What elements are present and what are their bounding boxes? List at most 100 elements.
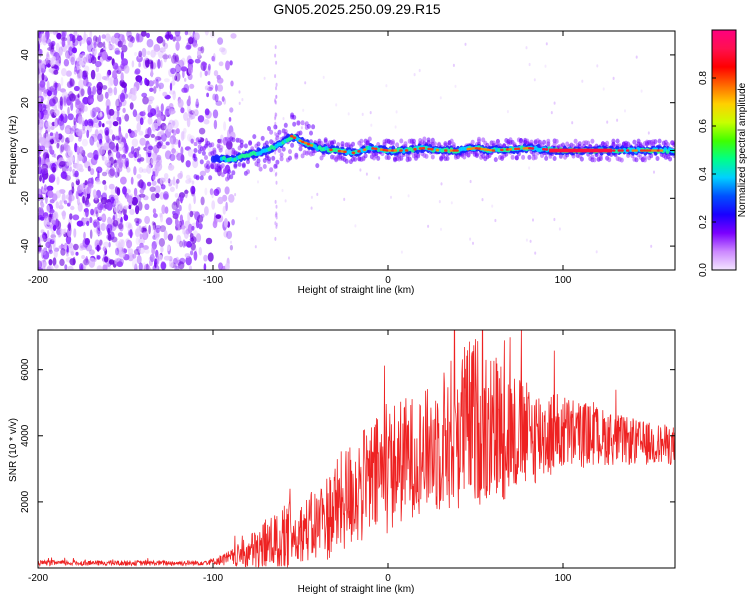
signal-peak (505, 148, 510, 151)
signal-peak (488, 148, 493, 152)
noise-blob (75, 128, 83, 137)
noise-blob (153, 86, 157, 94)
signal-halo (552, 156, 557, 161)
noise-blob (41, 72, 45, 81)
noise-blob (131, 138, 139, 148)
noise-blob (134, 68, 141, 75)
noise-blob (147, 99, 153, 105)
noise-blob (64, 264, 68, 270)
noise-blob (129, 102, 134, 110)
signal-peak (292, 136, 297, 139)
noise-blob (46, 264, 54, 270)
noise-blob (48, 259, 53, 266)
noise-blob (222, 205, 226, 215)
noise-blob (169, 137, 174, 145)
noise-blob (70, 251, 75, 256)
signal-halo (340, 141, 345, 147)
noise-blob (146, 38, 154, 48)
noise-blob (72, 168, 76, 175)
signal-peak (645, 149, 650, 152)
noise-blob (152, 222, 157, 231)
noise-blob (394, 125, 397, 129)
noise-blob (157, 116, 161, 127)
signal-halo (422, 136, 427, 142)
noise-blob (95, 66, 100, 73)
signal-halo (300, 120, 305, 126)
noise-blob (147, 117, 153, 125)
spectrogram-y-ticks: -40 -20 0 20 40 (20, 49, 675, 253)
signal-peak (371, 147, 375, 150)
noise-blob (115, 165, 123, 173)
noise-blob (532, 218, 534, 222)
signal-peak (298, 139, 303, 142)
noise-blob (176, 178, 180, 184)
colorbar-tick-label: 0.0 (698, 263, 709, 277)
signal-halo (267, 156, 271, 162)
noise-blob (160, 246, 164, 253)
noise-blob (450, 201, 453, 205)
signal-halo (296, 120, 301, 126)
noise-blob (148, 256, 154, 262)
noise-blob (68, 222, 71, 232)
noise-blob (170, 67, 177, 75)
signal-peak (648, 149, 652, 152)
noise-blob (133, 166, 137, 176)
noise-blob (84, 65, 90, 73)
signal-peak (525, 146, 529, 150)
noise-blob (174, 265, 180, 270)
signal-halo (399, 155, 404, 161)
noise-blob (52, 257, 57, 267)
noise-blob (160, 262, 167, 270)
signal-peak (642, 149, 647, 152)
noise-blob (138, 167, 144, 173)
noise-blob (195, 100, 199, 105)
noise-blob (123, 65, 130, 74)
noise-blob (200, 46, 205, 54)
noise-blob (282, 117, 285, 121)
noise-blob (213, 119, 218, 130)
noise-blob (209, 188, 214, 196)
signal-halo (199, 175, 204, 181)
noise-blob (491, 204, 494, 208)
noise-blob (46, 158, 50, 163)
noise-blob (117, 40, 123, 48)
noise-blob (72, 38, 79, 46)
noise-blob (175, 41, 180, 51)
noise-blob (163, 193, 169, 201)
noise-blob (155, 227, 160, 234)
noise-blob (302, 108, 305, 112)
signal-halo (275, 159, 280, 165)
noise-blob (121, 157, 126, 164)
noise-blob (75, 100, 82, 109)
snr-x-label: Height of straight line (km) (298, 584, 415, 595)
signal-halo (206, 160, 211, 166)
noise-blob (155, 238, 159, 246)
signal-peak (659, 149, 664, 152)
noise-blob (114, 186, 119, 194)
noise-blob (162, 91, 168, 97)
noise-blob (175, 198, 180, 209)
noise-blob (275, 171, 278, 176)
noise-blob (635, 55, 638, 59)
noise-blob (275, 180, 278, 185)
noise-blob (152, 208, 157, 215)
noise-blob (223, 121, 227, 131)
noise-blob (39, 32, 45, 41)
noise-blob (101, 197, 108, 205)
noise-blob (94, 129, 99, 137)
noise-blob (139, 117, 144, 125)
noise-blob (273, 169, 276, 173)
noise-blob (99, 239, 103, 246)
noise-blob (229, 107, 234, 113)
noise-blob (218, 262, 223, 270)
signal-halo (212, 147, 217, 153)
noise-blob (171, 120, 176, 126)
noise-blob (94, 60, 102, 68)
noise-blob (151, 245, 156, 256)
noise-blob (188, 37, 194, 45)
noise-blob (156, 255, 160, 265)
noise-blob (227, 129, 231, 139)
noise-blob (85, 207, 89, 218)
noise-blob (469, 237, 472, 241)
noise-blob (90, 168, 95, 176)
